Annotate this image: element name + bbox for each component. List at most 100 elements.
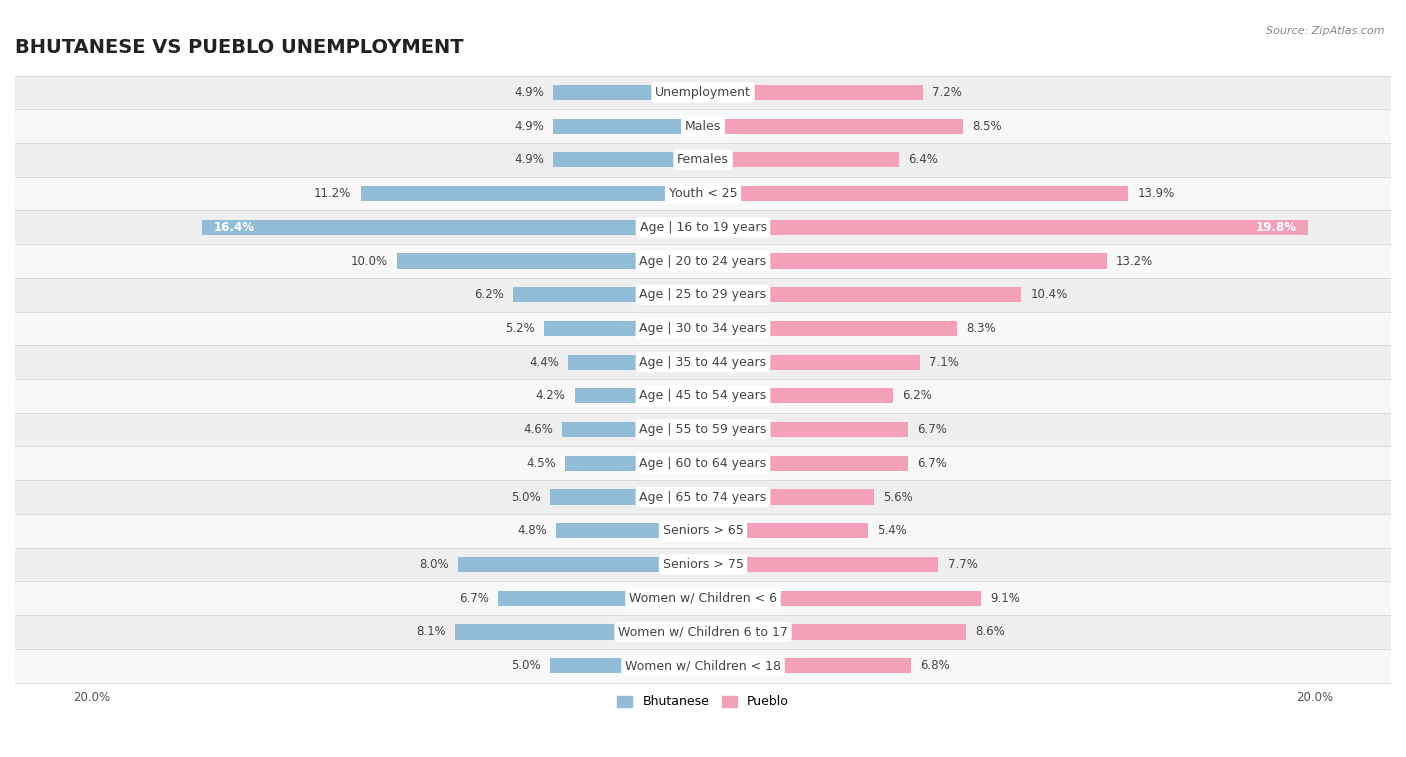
Bar: [458, 557, 703, 572]
Bar: [0, 109, 1406, 143]
Text: 19.8%: 19.8%: [1256, 221, 1296, 234]
Bar: [398, 254, 703, 269]
Text: Unemployment: Unemployment: [655, 86, 751, 99]
Text: 10.4%: 10.4%: [1031, 288, 1067, 301]
Text: Youth < 25: Youth < 25: [669, 187, 737, 200]
Bar: [703, 388, 893, 403]
Bar: [456, 625, 703, 640]
Text: Women w/ Children 6 to 17: Women w/ Children 6 to 17: [619, 625, 787, 638]
Bar: [201, 220, 703, 235]
Bar: [703, 422, 908, 438]
Text: BHUTANESE VS PUEBLO UNEMPLOYMENT: BHUTANESE VS PUEBLO UNEMPLOYMENT: [15, 38, 464, 57]
Text: 6.4%: 6.4%: [908, 154, 938, 167]
Text: Age | 16 to 19 years: Age | 16 to 19 years: [640, 221, 766, 234]
Text: 13.9%: 13.9%: [1137, 187, 1174, 200]
Bar: [703, 119, 963, 134]
Text: 5.0%: 5.0%: [512, 659, 541, 672]
Bar: [0, 447, 1406, 480]
Bar: [703, 354, 920, 369]
Text: 4.4%: 4.4%: [530, 356, 560, 369]
Text: Age | 65 to 74 years: Age | 65 to 74 years: [640, 491, 766, 503]
Text: Age | 30 to 34 years: Age | 30 to 34 years: [640, 322, 766, 335]
Text: 5.0%: 5.0%: [512, 491, 541, 503]
Bar: [557, 523, 703, 538]
Text: 6.2%: 6.2%: [901, 389, 932, 403]
Text: 8.3%: 8.3%: [966, 322, 995, 335]
Bar: [513, 287, 703, 302]
Text: 10.0%: 10.0%: [352, 254, 388, 267]
Text: 6.7%: 6.7%: [460, 592, 489, 605]
Text: 8.1%: 8.1%: [416, 625, 446, 638]
Text: 5.2%: 5.2%: [505, 322, 534, 335]
Text: 5.6%: 5.6%: [883, 491, 912, 503]
Bar: [544, 321, 703, 336]
Bar: [0, 581, 1406, 615]
Bar: [550, 490, 703, 505]
Text: 7.7%: 7.7%: [948, 558, 977, 571]
Text: 4.9%: 4.9%: [515, 154, 544, 167]
Text: Age | 60 to 64 years: Age | 60 to 64 years: [640, 456, 766, 470]
Bar: [0, 514, 1406, 547]
Text: Males: Males: [685, 120, 721, 132]
Bar: [703, 523, 868, 538]
Text: Age | 45 to 54 years: Age | 45 to 54 years: [640, 389, 766, 403]
Bar: [703, 590, 981, 606]
Text: 4.5%: 4.5%: [526, 456, 557, 470]
Bar: [498, 590, 703, 606]
Text: 7.2%: 7.2%: [932, 86, 962, 99]
Bar: [703, 557, 938, 572]
Bar: [575, 388, 703, 403]
Bar: [703, 625, 966, 640]
Bar: [703, 220, 1309, 235]
Text: Age | 20 to 24 years: Age | 20 to 24 years: [640, 254, 766, 267]
Text: 11.2%: 11.2%: [314, 187, 352, 200]
Text: 8.0%: 8.0%: [419, 558, 449, 571]
Text: Women w/ Children < 6: Women w/ Children < 6: [628, 592, 778, 605]
Text: 4.2%: 4.2%: [536, 389, 565, 403]
Text: 4.9%: 4.9%: [515, 86, 544, 99]
Bar: [550, 658, 703, 673]
Bar: [0, 379, 1406, 413]
Bar: [703, 321, 957, 336]
Legend: Bhutanese, Pueblo: Bhutanese, Pueblo: [613, 690, 793, 713]
Bar: [562, 422, 703, 438]
Text: 8.5%: 8.5%: [972, 120, 1001, 132]
Bar: [0, 649, 1406, 683]
Bar: [568, 354, 703, 369]
Text: 4.6%: 4.6%: [523, 423, 553, 436]
Text: 4.9%: 4.9%: [515, 120, 544, 132]
Bar: [0, 76, 1406, 109]
Bar: [703, 85, 924, 100]
Text: Seniors > 75: Seniors > 75: [662, 558, 744, 571]
Bar: [0, 547, 1406, 581]
Bar: [360, 186, 703, 201]
Bar: [0, 245, 1406, 278]
Text: Age | 55 to 59 years: Age | 55 to 59 years: [640, 423, 766, 436]
Text: 5.4%: 5.4%: [877, 525, 907, 537]
Text: Age | 35 to 44 years: Age | 35 to 44 years: [640, 356, 766, 369]
Text: 9.1%: 9.1%: [990, 592, 1021, 605]
Bar: [0, 615, 1406, 649]
Text: 8.6%: 8.6%: [976, 625, 1005, 638]
Text: 7.1%: 7.1%: [929, 356, 959, 369]
Bar: [565, 456, 703, 471]
Bar: [0, 413, 1406, 447]
Text: Women w/ Children < 18: Women w/ Children < 18: [626, 659, 780, 672]
Text: 6.8%: 6.8%: [920, 659, 950, 672]
Text: 16.4%: 16.4%: [214, 221, 254, 234]
Text: Source: ZipAtlas.com: Source: ZipAtlas.com: [1267, 26, 1385, 36]
Text: Females: Females: [678, 154, 728, 167]
Bar: [703, 658, 911, 673]
Bar: [0, 312, 1406, 345]
Bar: [703, 152, 898, 167]
Bar: [553, 85, 703, 100]
Bar: [0, 210, 1406, 245]
Text: 6.7%: 6.7%: [917, 423, 946, 436]
Bar: [703, 490, 875, 505]
Text: 6.7%: 6.7%: [917, 456, 946, 470]
Text: 4.8%: 4.8%: [517, 525, 547, 537]
Bar: [0, 345, 1406, 379]
Bar: [553, 152, 703, 167]
Bar: [703, 254, 1107, 269]
Bar: [0, 480, 1406, 514]
